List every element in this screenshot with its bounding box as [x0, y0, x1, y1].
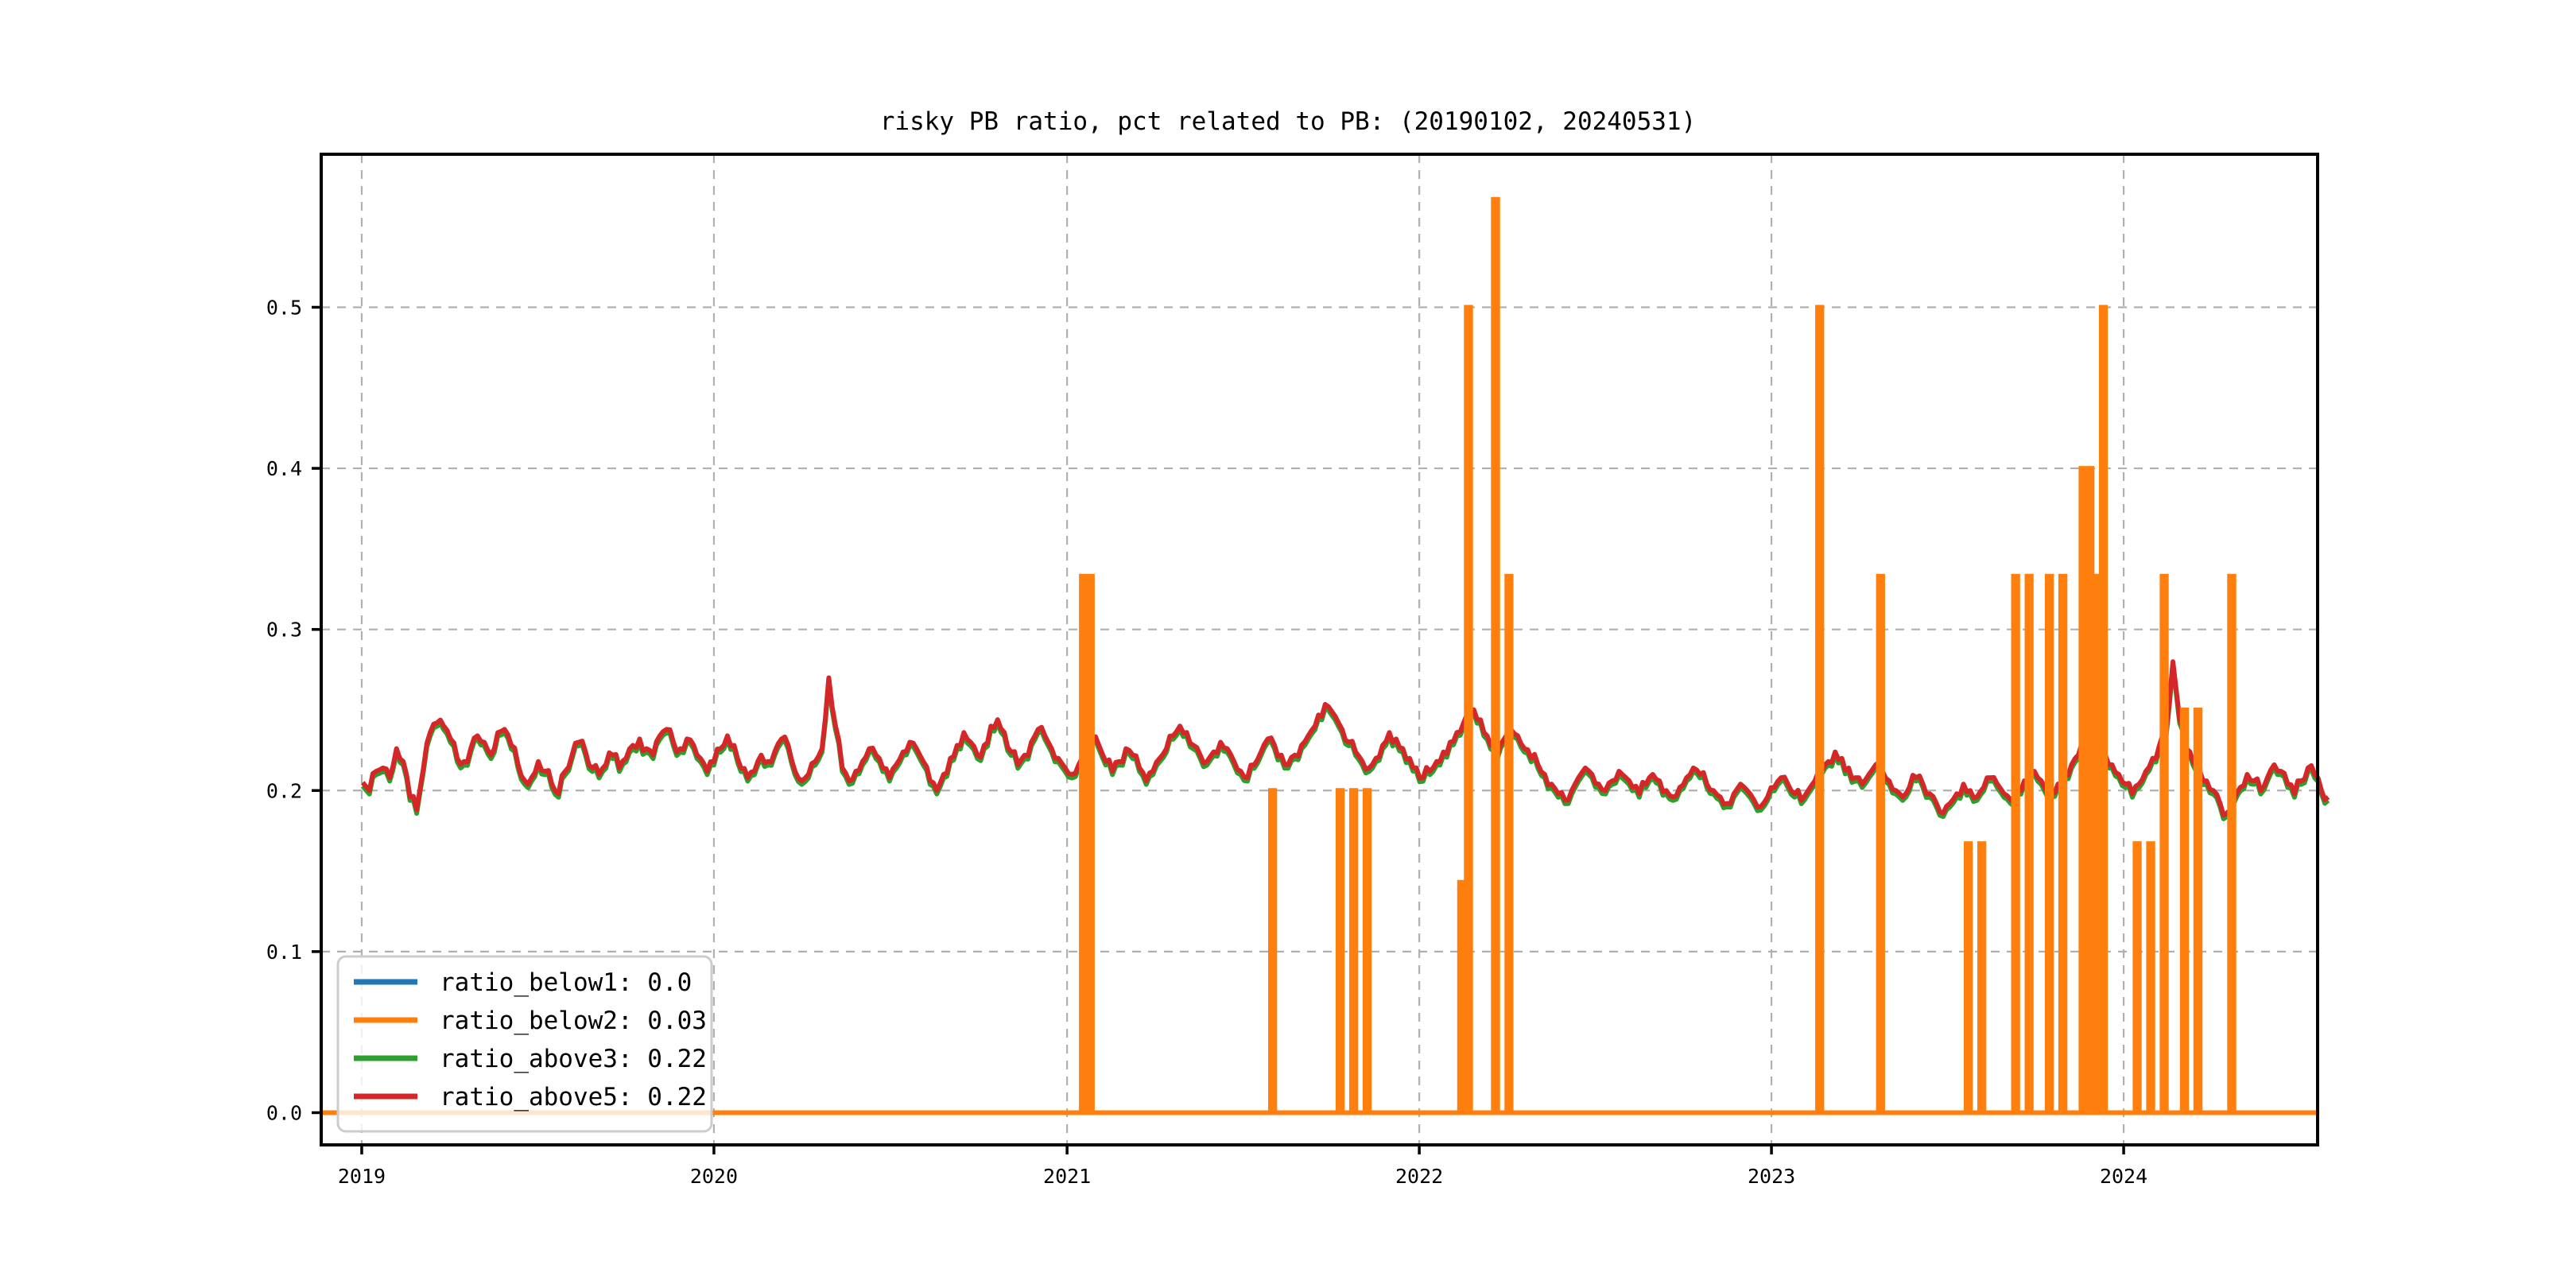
- chart-legend[interactable]: ratio_below1: 0.0 ratio_below2: 0.03 ratio…: [336, 955, 713, 1133]
- legend-label-ratio_above3: ratio_above3: 0.22: [440, 1045, 707, 1073]
- x-tick-label-3: 2022: [1395, 1165, 1443, 1188]
- y-tick-label-0: 0.0: [266, 1101, 302, 1124]
- x-tick-label-1: 2020: [690, 1165, 738, 1188]
- legend-entry-ratio_below2: ratio_below2: 0.03: [354, 1007, 707, 1035]
- y-tick-label-4: 0.4: [266, 457, 302, 480]
- axes-spines: [320, 153, 2319, 1146]
- y-tick-label-5: 0.5: [266, 296, 302, 319]
- legend-label-ratio_below2: ratio_below2: 0.03: [440, 1007, 707, 1035]
- legend-entry-ratio_above5: ratio_above5: 0.22: [354, 1083, 707, 1111]
- legend-entry-ratio_below1: ratio_below1: 0.0: [354, 968, 692, 997]
- grid-layer: [321, 154, 2318, 1145]
- series-ratio_above5: [360, 659, 2330, 818]
- x-tick-label-4: 2023: [1748, 1165, 1795, 1188]
- y-tick-label-2: 0.2: [266, 779, 302, 802]
- legend-entry-ratio_above3: ratio_above3: 0.22: [354, 1045, 707, 1073]
- x-tick-label-2: 2021: [1043, 1165, 1091, 1188]
- legend-box: ratio_below1: 0.0 ratio_below2: 0.03 ratio…: [336, 955, 713, 1133]
- x-tick-label-0: 2019: [338, 1165, 386, 1188]
- legend-label-ratio_below1: ratio_below1: 0.0: [440, 968, 692, 997]
- series-ratio_below2: [321, 196, 2318, 1115]
- axes-frame: [320, 153, 2319, 1146]
- legend-label-ratio_above5: ratio_above5: 0.22: [440, 1083, 707, 1111]
- y-tick-label-1: 0.1: [266, 941, 302, 964]
- chart-title: risky PB ratio, pct related to PB: (2019…: [879, 107, 1697, 136]
- legend-frame: [336, 955, 713, 1133]
- x-tick-label-5: 2024: [2100, 1165, 2147, 1188]
- y-tick-label-3: 0.3: [266, 619, 302, 642]
- axis-ticks: 0.0 0.1 0.2 0.3 0.4 0.5 2019 2020 2021 2022 2023 20…: [266, 296, 2147, 1188]
